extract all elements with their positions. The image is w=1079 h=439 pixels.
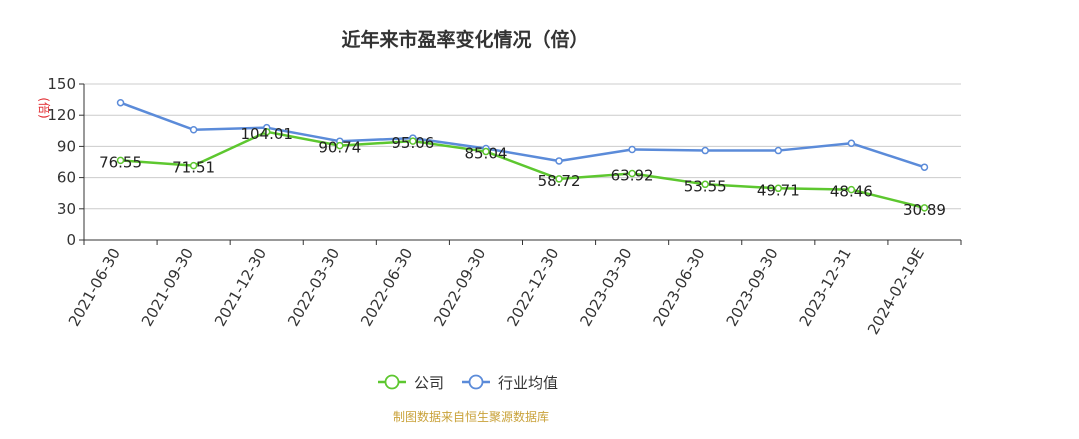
legend: 公司 行业均值 [378,374,558,392]
y-tick-label: 120 [47,106,76,124]
data-label: 49.71 [757,181,800,199]
data-point [555,175,563,183]
x-tick-labels: 2021-06-30 2021-09-30 2021-12-30 2022-03-30… [65,245,928,338]
axes [79,83,962,245]
data-point [116,98,125,107]
x-tick-label: 2022-12-30 [503,245,562,330]
data-label: 76.55 [99,153,142,171]
legend-marker [384,374,400,390]
data-point [774,184,783,193]
legend-label-company: 公司 [414,374,444,392]
x-tick-label: 2023-12-31 [796,245,855,330]
data-point [262,128,271,136]
legend-label-industry: 行业均值 [498,374,558,392]
x-tick-label: 2021-12-30 [211,245,270,330]
series-line-industry [120,101,925,169]
x-tick-label: 2022-09-30 [430,245,489,330]
data-label: 48.46 [830,183,873,201]
data-point [336,141,344,150]
y-tick-label: 30 [57,200,76,218]
data-point [116,156,125,165]
data-label: 53.55 [684,177,727,195]
data-point [409,137,417,145]
legend-marker [468,374,484,390]
data-label: 95.06 [391,134,434,152]
data-point [920,204,929,212]
data-label: 90.74 [318,139,361,157]
data-label: 85.04 [464,145,507,163]
data-label: 71.51 [172,159,215,177]
data-point [701,146,709,155]
y-tick-labels: 0 30 60 90 120 150 [47,75,76,249]
data-label: 58.72 [538,172,581,190]
data-label: 104.01 [240,125,293,143]
data-point [920,163,929,171]
data-point [774,146,783,155]
x-tick-label: 2023-03-30 [576,245,635,330]
series-line-company [120,130,925,210]
x-tick-label: 2023-06-30 [649,245,708,330]
chart-title: 近年来市盈率变化情况（倍） [341,28,588,51]
data-point [847,185,856,194]
data-point [701,180,709,189]
data-label: 63.92 [611,167,654,185]
y-axis-label: (倍) [37,97,52,118]
x-tick-label: 2021-06-30 [65,245,124,330]
x-tick-label: 2023-09-30 [723,245,782,330]
data-point [628,145,636,154]
y-tick-label: 90 [57,137,76,155]
x-tick-label: 2022-06-30 [357,245,416,330]
series-layer [116,98,929,212]
data-label: 30.89 [903,201,946,219]
x-tick-label: 2021-09-30 [138,245,197,330]
data-point [189,161,198,170]
data-labels: 76.55 71.51 104.01 90.74 95.06 85.04 58.72 63.9… [99,125,946,219]
data-point [628,169,636,178]
source-note: 制图数据来自恒生聚源数据库 [393,409,549,424]
x-tick-label: 2024-02-19E [864,245,928,338]
data-point [847,139,856,148]
data-point [189,126,198,134]
y-tick-label: 0 [66,231,76,249]
y-tick-label: 60 [57,169,76,187]
x-tick-label: 2022-03-30 [284,245,343,330]
y-tick-label: 150 [47,75,76,93]
data-point [555,157,563,165]
data-point [482,147,490,156]
